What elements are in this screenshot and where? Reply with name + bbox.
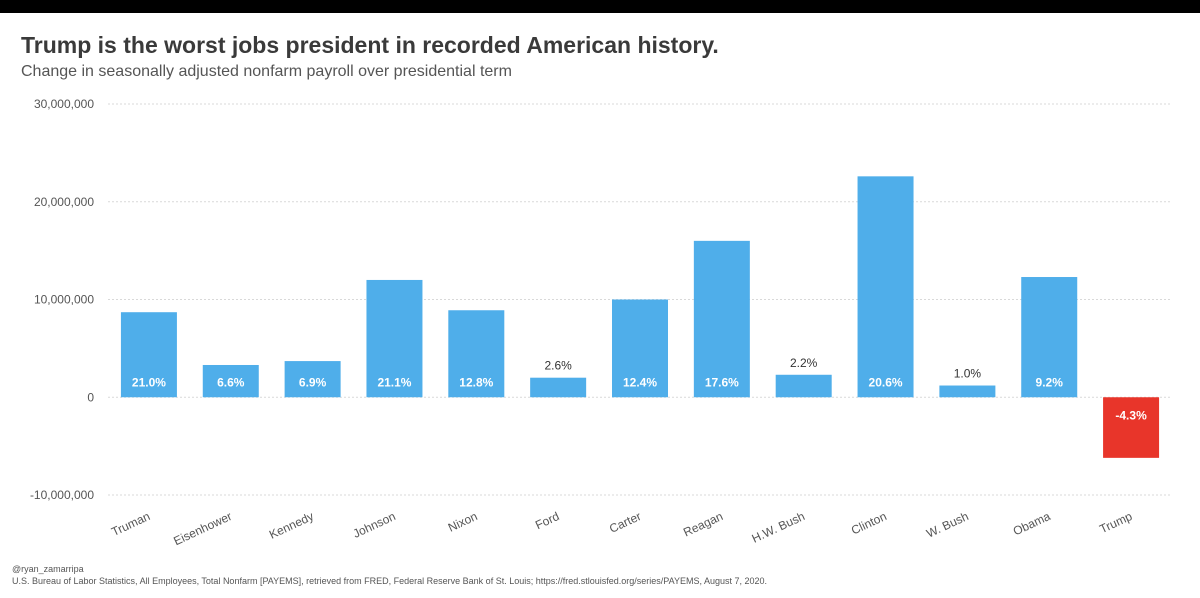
- bar-carter: [612, 299, 668, 398]
- x-tick-label: Eisenhower: [171, 509, 234, 548]
- bar-kennedy: [284, 361, 341, 398]
- bar-truman: [120, 312, 177, 398]
- data-label: 6.9%: [299, 375, 327, 389]
- x-tick-label: Johnson: [351, 509, 398, 541]
- x-tick-label: Truman: [109, 509, 152, 539]
- bar-reagan: [693, 240, 750, 398]
- bar-chart: 30,000,000 20,000,000 10,000,000 0 -10,000,0…: [30, 97, 1172, 548]
- data-label: 9.2%: [1036, 375, 1064, 389]
- bar-eisenhower: [202, 364, 259, 398]
- bar-ford: [530, 377, 587, 398]
- x-tick-label: Obama: [1011, 509, 1053, 538]
- x-tick-label: Ford: [533, 509, 561, 532]
- x-tick-label: Trump: [1097, 509, 1134, 536]
- bar-trump: [1103, 397, 1160, 458]
- x-tick-label: H.W. Bush: [750, 509, 807, 546]
- data-label: 12.4%: [623, 375, 657, 389]
- x-tick-label: Reagan: [681, 509, 725, 539]
- data-label: 17.6%: [705, 375, 739, 389]
- data-label: 6.6%: [217, 375, 245, 389]
- data-label: 2.2%: [790, 356, 818, 370]
- bar-h-w-bush: [775, 374, 832, 398]
- x-tick-label: Carter: [607, 509, 643, 536]
- data-label: -4.3%: [1115, 408, 1147, 422]
- bar-obama: [1021, 277, 1078, 398]
- y-tick-label: 10,000,000: [34, 293, 94, 307]
- x-tick-label: Kennedy: [267, 509, 316, 542]
- y-tick-label: 20,000,000: [34, 195, 94, 209]
- y-tick-label: -10,000,000: [30, 488, 94, 502]
- x-tick-label: Nixon: [446, 509, 480, 535]
- footer-source: U.S. Bureau of Labor Statistics, All Emp…: [12, 576, 768, 586]
- bar-clinton: [857, 176, 914, 398]
- bar-w-bush: [939, 385, 996, 398]
- x-tick-label: W. Bush: [924, 509, 970, 541]
- data-label: 20.6%: [869, 375, 903, 389]
- bar-nixon: [448, 310, 505, 398]
- data-label: 21.0%: [132, 375, 166, 389]
- chart-card: Trump is the worst jobs president in rec…: [0, 13, 1200, 598]
- bar-johnson: [366, 279, 423, 398]
- x-tick-label: Clinton: [849, 509, 889, 537]
- data-label: 1.0%: [954, 367, 982, 381]
- data-label: 21.1%: [377, 375, 411, 389]
- chart-subtitle: Change in seasonally adjusted nonfarm pa…: [21, 63, 512, 80]
- footer-credit: @ryan_zamarripa: [12, 564, 84, 574]
- data-label: 2.6%: [544, 359, 572, 373]
- y-tick-label: 0: [87, 390, 94, 404]
- chart-title: Trump is the worst jobs president in rec…: [21, 32, 719, 58]
- data-label: 12.8%: [459, 375, 493, 389]
- y-tick-label: 30,000,000: [34, 97, 94, 111]
